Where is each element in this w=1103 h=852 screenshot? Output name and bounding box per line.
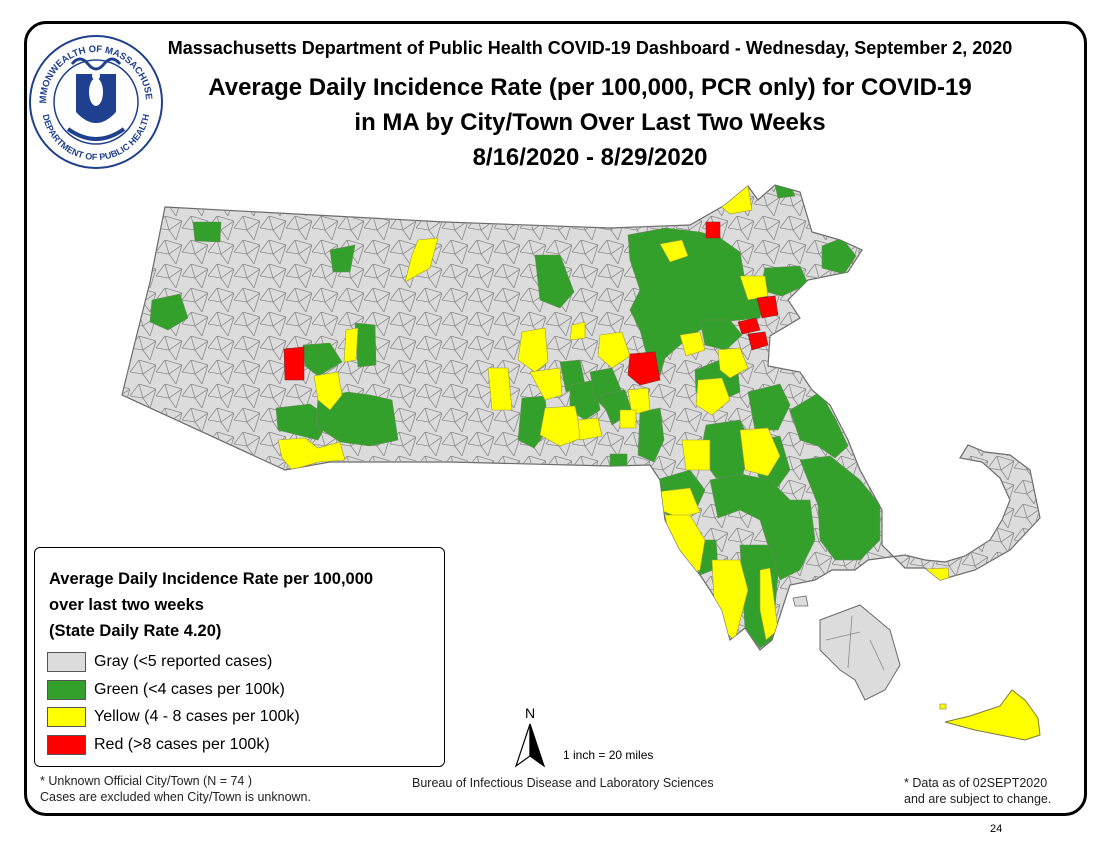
legend-title-line1: Average Daily Incidence Rate per 100,000 [49, 570, 374, 588]
legend-swatch-green [47, 680, 86, 700]
legend-label-yellow: Yellow (4 - 8 cases per 100k) [94, 708, 300, 725]
legend-item-green: Green (<4 cases per 100k) [47, 679, 285, 701]
page-title-line1: Average Daily Incidence Rate (per 100,00… [208, 74, 972, 101]
legend-title-line2: over last two weeks [49, 596, 204, 614]
unknown-town-line1: * Unknown Official City/Town (N = 74 ) [40, 774, 252, 788]
north-arrow-icon: N [514, 705, 546, 768]
legend-label-red: Red (>8 cases per 100k) [94, 736, 270, 753]
date-range: 8/16/2020 - 8/29/2020 [472, 144, 708, 171]
legend-item-gray: Gray (<5 reported cases) [47, 651, 272, 673]
legend-swatch-red [47, 735, 86, 755]
data-as-of-line2: and are subject to change. [904, 792, 1052, 806]
legend: Average Daily Incidence Rate per 100,000… [34, 547, 445, 767]
dashboard-frame [24, 21, 1087, 816]
legend-item-red: Red (>8 cases per 100k) [47, 734, 270, 756]
bureau-credit: Bureau of Infectious Disease and Laborat… [412, 776, 714, 790]
legend-title: Average Daily Incidence Rate per 100,000… [49, 566, 373, 644]
scale-label: 1 inch = 20 miles [563, 748, 654, 762]
data-as-of-note: * Data as of 02SEPT2020 and are subject … [904, 775, 1051, 807]
page-number: 24 [990, 823, 1003, 835]
department-line: Massachusetts Department of Public Healt… [167, 38, 1013, 58]
page-title-line2: in MA by City/Town Over Last Two Weeks [354, 109, 826, 136]
legend-swatch-yellow [47, 707, 86, 727]
dph-seal-logo: COMMONWEALTH OF MASSACHUSETTS DEPARTMENT… [28, 34, 163, 169]
legend-item-yellow: Yellow (4 - 8 cases per 100k) [47, 706, 300, 728]
legend-swatch-gray [47, 652, 86, 672]
unknown-town-line2: Cases are excluded when City/Town is unk… [40, 790, 311, 804]
legend-label-green: Green (<4 cases per 100k) [94, 681, 285, 698]
north-label: N [525, 705, 535, 721]
legend-label-gray: Gray (<5 reported cases) [94, 653, 273, 670]
data-as-of-line1: * Data as of 02SEPT2020 [904, 776, 1048, 790]
unknown-town-note: * Unknown Official City/Town (N = 74 ) C… [40, 773, 311, 805]
legend-title-line3: (State Daily Rate 4.20) [49, 622, 222, 640]
